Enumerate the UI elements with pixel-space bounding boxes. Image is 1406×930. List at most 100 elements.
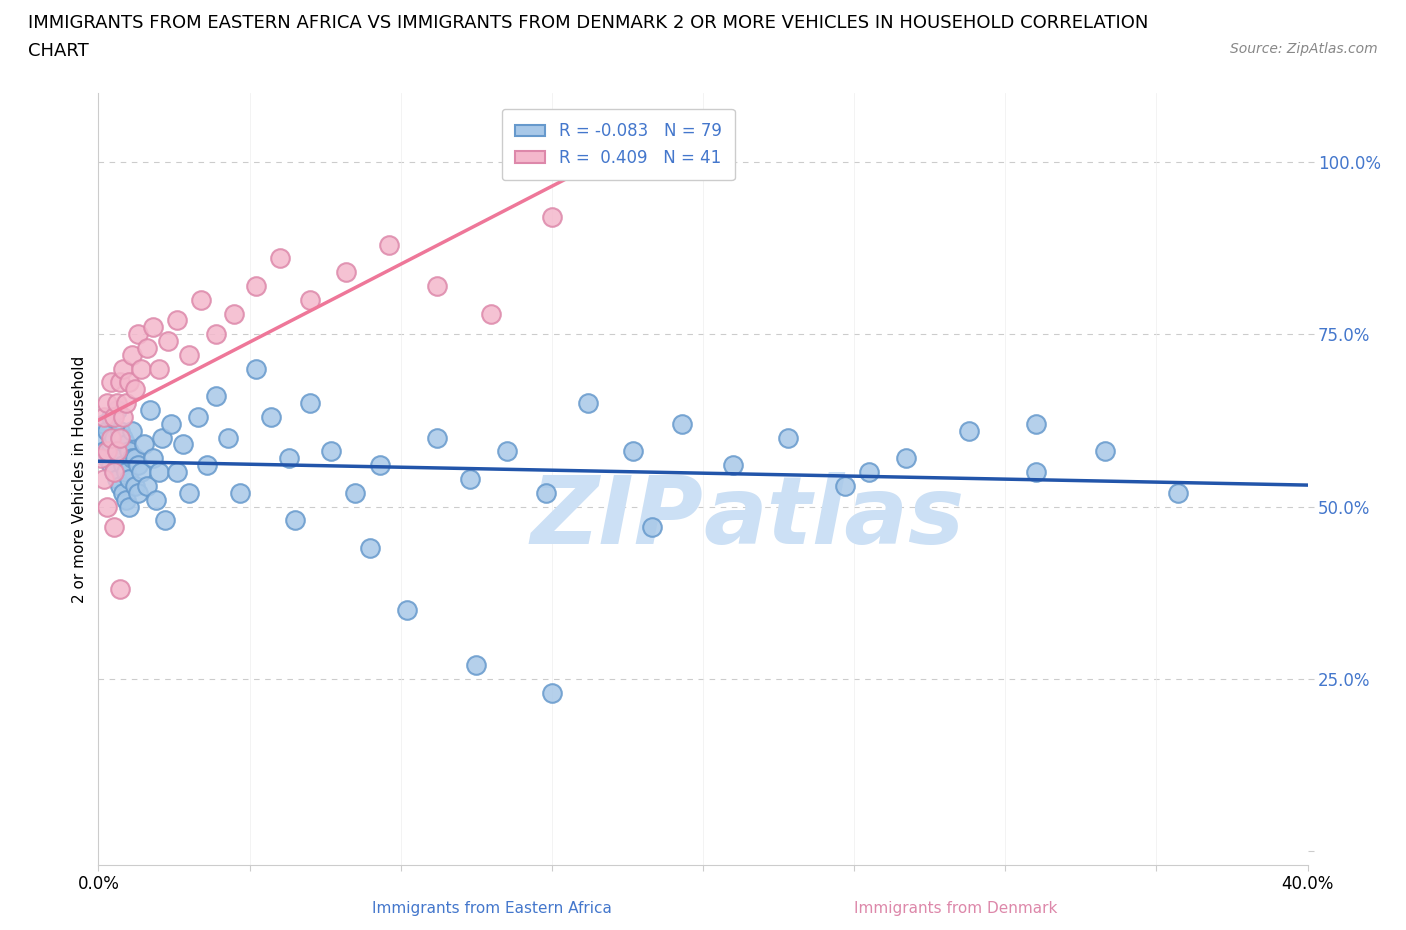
Point <box>135 340 157 355</box>
Point <box>100 437 122 452</box>
Point <box>148 465 170 480</box>
Point <box>776 431 799 445</box>
Point <box>108 582 131 597</box>
Point <box>121 423 143 438</box>
Point <box>135 478 157 493</box>
Point <box>105 444 128 458</box>
Point <box>277 451 299 466</box>
Point <box>205 389 228 404</box>
Point <box>111 431 134 445</box>
Point <box>160 417 183 432</box>
Point <box>377 237 399 252</box>
Point <box>179 485 201 500</box>
Point <box>671 417 693 432</box>
Point <box>1167 485 1189 500</box>
Point <box>1024 465 1046 480</box>
Point <box>121 348 143 363</box>
Point <box>103 431 125 445</box>
Text: Source: ZipAtlas.com: Source: ZipAtlas.com <box>1230 42 1378 56</box>
Point <box>344 485 367 500</box>
Point <box>93 472 115 486</box>
Point <box>127 458 149 472</box>
Point <box>111 458 134 472</box>
Point <box>640 520 662 535</box>
Text: Immigrants from Eastern Africa: Immigrants from Eastern Africa <box>373 901 612 916</box>
Point <box>458 472 481 486</box>
Point <box>121 451 143 466</box>
Point <box>172 437 194 452</box>
Point <box>114 492 136 507</box>
Point <box>93 409 115 424</box>
Point <box>129 361 152 376</box>
Point <box>1094 444 1116 458</box>
Point <box>321 444 343 458</box>
Point <box>166 313 188 328</box>
Point <box>108 478 131 493</box>
Legend: R = -0.083   N = 79, R =  0.409   N = 41: R = -0.083 N = 79, R = 0.409 N = 41 <box>502 109 735 180</box>
Point <box>723 458 745 472</box>
Point <box>623 444 645 458</box>
Point <box>224 306 246 321</box>
Point <box>124 382 146 397</box>
Point <box>127 326 149 341</box>
Text: ZIP: ZIP <box>530 472 703 564</box>
Point <box>142 320 165 335</box>
Point <box>260 409 283 424</box>
Point <box>957 423 980 438</box>
Point <box>90 431 112 445</box>
Text: IMMIGRANTS FROM EASTERN AFRICA VS IMMIGRANTS FROM DENMARK 2 OR MORE VEHICLES IN : IMMIGRANTS FROM EASTERN AFRICA VS IMMIGR… <box>28 14 1149 32</box>
Text: CHART: CHART <box>28 42 89 60</box>
Point <box>103 465 125 480</box>
Point <box>114 465 136 480</box>
Point <box>426 431 449 445</box>
Point <box>108 423 131 438</box>
Point <box>190 292 212 307</box>
Point <box>108 451 131 466</box>
Point <box>139 403 162 418</box>
Point <box>100 458 122 472</box>
Point <box>111 485 134 500</box>
Point <box>96 395 118 410</box>
Point <box>576 395 599 410</box>
Point <box>129 465 152 480</box>
Point <box>103 520 125 535</box>
Point <box>245 361 267 376</box>
Point <box>166 465 188 480</box>
Point <box>894 451 917 466</box>
Point <box>299 292 322 307</box>
Point <box>335 265 357 280</box>
Point <box>426 279 449 294</box>
Point <box>834 478 856 493</box>
Point <box>153 512 176 527</box>
Text: atlas: atlas <box>703 472 965 564</box>
Point <box>111 409 134 424</box>
Point <box>465 658 488 672</box>
Point <box>245 279 267 294</box>
Point <box>179 348 201 363</box>
Point <box>96 444 118 458</box>
Point <box>96 423 118 438</box>
Point <box>540 685 562 700</box>
Point <box>90 451 112 466</box>
Point <box>105 395 128 410</box>
Point <box>108 375 131 390</box>
Point <box>1024 417 1046 432</box>
Point <box>100 431 122 445</box>
Point <box>205 326 228 341</box>
Point <box>100 375 122 390</box>
Point <box>495 444 517 458</box>
Point <box>105 472 128 486</box>
Point <box>96 451 118 466</box>
Point <box>395 603 418 618</box>
Point <box>368 458 391 472</box>
Point <box>124 451 146 466</box>
Point <box>114 395 136 410</box>
Point <box>284 512 307 527</box>
Point <box>299 395 322 410</box>
Point <box>93 417 115 432</box>
Point <box>118 444 141 458</box>
Point <box>127 485 149 500</box>
Point <box>114 437 136 452</box>
Point <box>118 472 141 486</box>
Point <box>148 361 170 376</box>
